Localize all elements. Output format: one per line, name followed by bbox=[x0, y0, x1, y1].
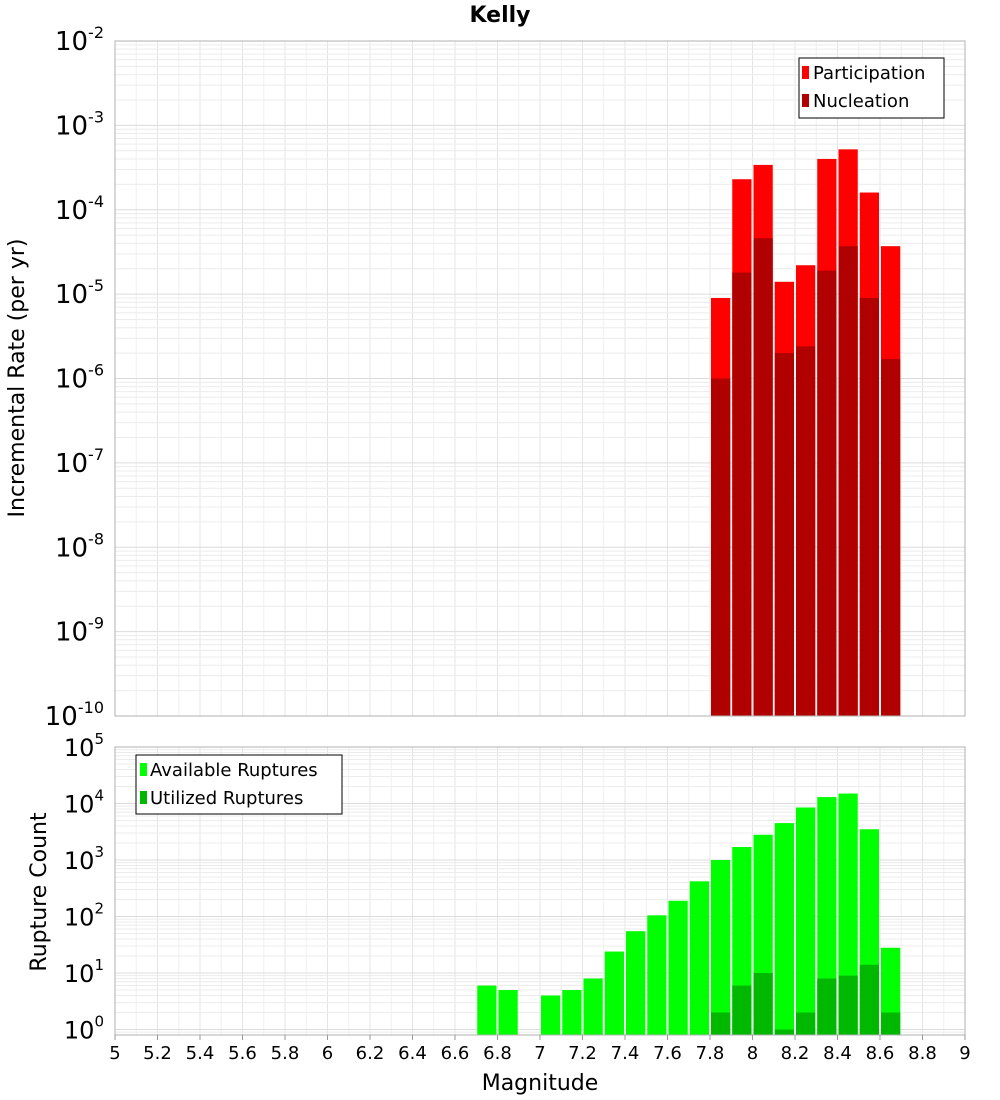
bottom-legend-box bbox=[135, 754, 343, 815]
x-tick-label: 7.2 bbox=[568, 1043, 597, 1064]
legend-swatch-nucleation bbox=[802, 94, 809, 107]
x-tick-label: 5.4 bbox=[186, 1043, 215, 1064]
bar-available-ruptures bbox=[774, 823, 794, 1035]
bar-utilized-ruptures bbox=[859, 964, 879, 1035]
x-tick-label: 6.8 bbox=[483, 1043, 512, 1064]
bar-available-ruptures bbox=[689, 881, 709, 1035]
legend-swatch-utilized-ruptures bbox=[140, 791, 147, 804]
y-tick-label: 101 bbox=[64, 956, 104, 988]
bar-nucleation bbox=[859, 297, 879, 716]
bar-available-ruptures bbox=[477, 985, 497, 1035]
bar-nucleation bbox=[711, 378, 731, 716]
chart-title: Kelly bbox=[469, 3, 530, 28]
x-tick-label: 5.2 bbox=[143, 1043, 172, 1064]
y-tick-label: 10-7 bbox=[55, 445, 104, 479]
top-y-tick-labels: 10-2 10-3 10-4 10-5 10-6 10-7 10-8 10-9 10-10 bbox=[45, 23, 104, 732]
bar-utilized-ruptures bbox=[732, 985, 752, 1035]
x-tick-label: 9 bbox=[959, 1043, 970, 1064]
x-tick-label: 6.4 bbox=[398, 1043, 427, 1064]
top-gridlines bbox=[114, 41, 966, 717]
x-tick-label: 7.4 bbox=[611, 1043, 640, 1064]
x-axis-label: Magnitude bbox=[482, 1071, 599, 1096]
bar-available-ruptures bbox=[626, 931, 646, 1035]
top-legend: Participation Nucleation bbox=[798, 57, 945, 119]
x-tick-label: 6 bbox=[322, 1043, 333, 1064]
bar-available-ruptures bbox=[711, 860, 731, 1035]
x-tick-label: 8.2 bbox=[781, 1043, 810, 1064]
legend-label-available-ruptures: Available Ruptures bbox=[150, 760, 318, 781]
y-tick-label: 102 bbox=[64, 900, 104, 932]
y-tick-label: 10-3 bbox=[55, 107, 104, 141]
y-tick-label: 105 bbox=[64, 730, 104, 762]
bottom-y-axis-label: Rupture Count bbox=[27, 812, 52, 972]
bar-utilized-ruptures bbox=[774, 1029, 794, 1035]
y-tick-label: 10-10 bbox=[45, 698, 104, 732]
y-tick-label: 10-6 bbox=[55, 361, 104, 395]
bar-utilized-ruptures bbox=[881, 1012, 901, 1035]
x-tick-label: 7 bbox=[534, 1043, 545, 1064]
bar-nucleation bbox=[774, 353, 794, 716]
x-tick-label: 8.8 bbox=[908, 1043, 937, 1064]
legend-label-utilized-ruptures: Utilized Ruptures bbox=[150, 788, 303, 809]
top-y-axis-label: Incremental Rate (per yr) bbox=[5, 239, 30, 518]
y-tick-label: 10-5 bbox=[55, 276, 104, 310]
bar-available-ruptures bbox=[562, 990, 582, 1035]
bar-available-ruptures bbox=[796, 807, 816, 1035]
legend-swatch-participation bbox=[802, 66, 809, 79]
top-plot-border bbox=[114, 40, 966, 717]
x-tick-label: 5 bbox=[109, 1043, 120, 1064]
bar-nucleation bbox=[796, 346, 816, 716]
bar-nucleation bbox=[838, 246, 858, 716]
y-tick-label: 10-4 bbox=[55, 192, 104, 226]
x-tick-label: 7.6 bbox=[653, 1043, 682, 1064]
bar-nucleation bbox=[753, 238, 773, 716]
bar-available-ruptures bbox=[668, 900, 688, 1035]
top-panel: 10-2 10-3 10-4 10-5 10-6 10-7 10-8 10-9 10-10 In… bbox=[5, 23, 966, 732]
x-tick-label: 6.6 bbox=[441, 1043, 470, 1064]
x-tick-label: 8 bbox=[747, 1043, 758, 1064]
bottom-bars bbox=[477, 793, 901, 1035]
y-tick-label: 103 bbox=[64, 843, 104, 875]
x-tick-labels: 5 5.2 5.4 5.6 5.8 6 6.2 6.4 6.6 6.8 7 7.2 7.4 7.6 7.8 8… bbox=[109, 1035, 971, 1064]
bar-utilized-ruptures bbox=[838, 975, 858, 1035]
y-tick-label: 10-9 bbox=[55, 614, 104, 648]
bottom-y-tick-labels: 105 104 103 102 101 100 bbox=[64, 730, 104, 1045]
bar-available-ruptures bbox=[498, 990, 518, 1035]
x-tick-label: 5.8 bbox=[271, 1043, 300, 1064]
bar-nucleation bbox=[732, 272, 752, 716]
bar-available-ruptures bbox=[647, 915, 667, 1035]
x-tick-label: 8.4 bbox=[823, 1043, 852, 1064]
bar-utilized-ruptures bbox=[817, 978, 837, 1035]
x-tick-label: 7.8 bbox=[696, 1043, 725, 1064]
bar-available-ruptures bbox=[583, 978, 603, 1035]
x-tick-label: 8.6 bbox=[866, 1043, 895, 1064]
y-tick-label: 10-2 bbox=[55, 23, 104, 57]
bar-nucleation bbox=[817, 270, 837, 716]
top-legend-box bbox=[798, 57, 945, 119]
bottom-panel: 105 104 103 102 101 100 5 5.2 5.4 5.6 5.8 6 6.2 6.4 6… bbox=[27, 730, 971, 1096]
y-tick-label: 100 bbox=[64, 1013, 104, 1045]
bottom-legend: Available Ruptures Utilized Ruptures bbox=[135, 754, 343, 815]
bar-utilized-ruptures bbox=[753, 973, 773, 1035]
legend-label-participation: Participation bbox=[813, 63, 925, 84]
legend-label-nucleation: Nucleation bbox=[813, 91, 909, 112]
bar-utilized-ruptures bbox=[796, 1012, 816, 1035]
bar-utilized-ruptures bbox=[711, 1012, 731, 1035]
x-tick-label: 6.2 bbox=[356, 1043, 385, 1064]
bar-available-ruptures bbox=[838, 793, 858, 1035]
bar-nucleation bbox=[881, 359, 901, 716]
y-tick-label: 10-8 bbox=[55, 529, 104, 563]
bar-available-ruptures bbox=[817, 797, 837, 1035]
legend-swatch-available-ruptures bbox=[140, 763, 147, 776]
x-tick-label: 5.6 bbox=[228, 1043, 257, 1064]
top-bars bbox=[711, 149, 901, 717]
bar-available-ruptures bbox=[604, 951, 624, 1035]
y-tick-label: 104 bbox=[64, 787, 104, 819]
bar-available-ruptures bbox=[541, 995, 561, 1035]
